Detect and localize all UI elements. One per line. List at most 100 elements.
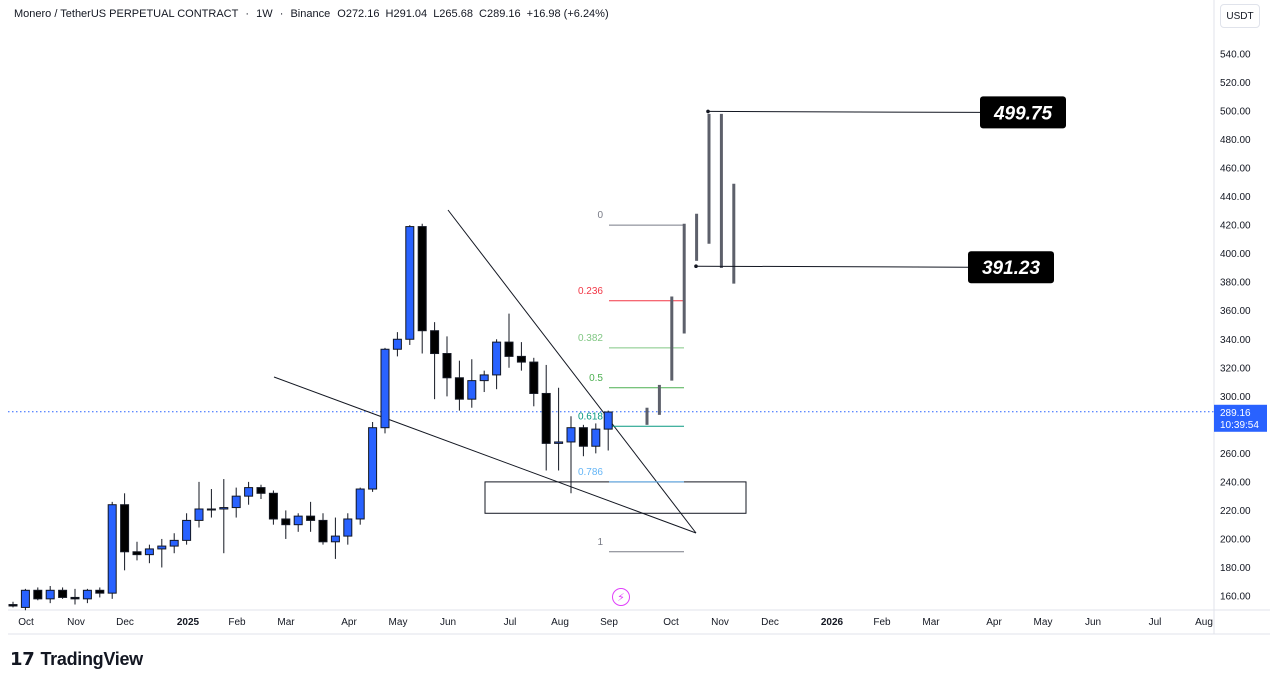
- y-tick-label: 340.00: [1220, 335, 1251, 346]
- y-axis: 160.00180.00200.00220.00240.00260.00280.…: [1220, 50, 1251, 603]
- fib-level-label: 0.618: [578, 411, 603, 422]
- candle-up: [20, 589, 30, 608]
- target-callout-box: [980, 96, 1066, 129]
- exchange-label: Binance: [290, 8, 331, 20]
- candle-up: [467, 380, 477, 400]
- x-tick-label: 2025: [177, 617, 200, 628]
- upper-trend-line: [447, 209, 697, 534]
- y-tick-label: 380.00: [1220, 278, 1251, 289]
- fib-level-label: 1: [597, 537, 603, 548]
- y-tick-label: 220.00: [1220, 506, 1251, 517]
- candle-down: [417, 226, 427, 332]
- candle-up: [244, 487, 254, 497]
- candle-up: [492, 341, 502, 376]
- fib-level-label: 0.382: [578, 333, 603, 344]
- candle-up: [343, 518, 353, 537]
- candle-down: [70, 596, 80, 600]
- x-tick-label: Jun: [440, 617, 456, 628]
- close-value: C289.16: [479, 8, 521, 20]
- x-tick-label: Oct: [18, 617, 34, 628]
- fib-level-label: 0.5: [589, 373, 603, 384]
- chart-legend: Monero / TetherUS PERPETUAL CONTRACT · 1…: [14, 8, 609, 20]
- x-tick-label: Sep: [600, 617, 618, 628]
- lightning-icon[interactable]: ⚡: [612, 588, 630, 606]
- candle-up: [405, 226, 415, 340]
- x-tick-label: May: [1034, 617, 1053, 628]
- x-tick-label: Feb: [228, 617, 246, 628]
- y-tick-label: 260.00: [1220, 449, 1251, 460]
- last-price-badge: [1214, 404, 1267, 432]
- candle-up: [392, 338, 402, 350]
- support-zone-box: [484, 481, 747, 514]
- brand-name: TradingView: [40, 649, 143, 669]
- x-tick-label: Oct: [663, 617, 679, 628]
- candle-down: [529, 361, 539, 394]
- candle-up: [603, 411, 613, 430]
- x-tick-label: Jul: [1149, 617, 1162, 628]
- x-tick-label: Dec: [116, 617, 134, 628]
- candle-down: [33, 589, 43, 600]
- candle-up: [206, 508, 216, 511]
- target-callout-box: [968, 251, 1054, 284]
- y-tick-label: 440.00: [1220, 192, 1251, 203]
- fib-level-label: 0: [597, 210, 603, 221]
- candle-down: [306, 515, 316, 521]
- interval-label[interactable]: 1W: [256, 8, 273, 20]
- lower-trend-line: [273, 376, 697, 534]
- y-tick-label: 400.00: [1220, 249, 1251, 260]
- y-tick-label: 420.00: [1220, 221, 1251, 232]
- x-axis: Oct Nov Dec 2025 Feb Mar Apr May Jun Jul Aug Sep Oct…: [18, 617, 1213, 628]
- candle-up: [82, 589, 92, 600]
- high-value: H291.04: [385, 8, 428, 20]
- currency-button[interactable]: USDT: [1220, 4, 1260, 28]
- candle-up: [219, 507, 229, 510]
- x-tick-label: Aug: [551, 617, 569, 628]
- candle-down: [541, 392, 551, 444]
- candle-up: [330, 535, 340, 543]
- candle-down: [578, 427, 588, 447]
- open-value: O272.16: [337, 8, 380, 20]
- candle-down: [430, 330, 440, 355]
- x-tick-label: May: [389, 617, 408, 628]
- low-value: L265.68: [433, 8, 473, 20]
- candle-up: [380, 348, 390, 429]
- candle-up: [157, 545, 167, 550]
- candle-up: [45, 589, 55, 600]
- tradingview-logo[interactable]: 𝟭𝟳 TradingView: [10, 649, 143, 670]
- price-targets: 499.75 391.23: [694, 96, 1066, 284]
- y-tick-label: 180.00: [1220, 563, 1251, 574]
- y-tick-label: 160.00: [1220, 592, 1251, 603]
- x-tick-label: 2026: [821, 617, 844, 628]
- candle-down: [95, 589, 105, 594]
- x-tick-label: Feb: [873, 617, 891, 628]
- fib-level-label: 0.786: [578, 467, 603, 478]
- y-tick-label: 540.00: [1220, 50, 1251, 61]
- x-tick-label: Aug: [1195, 617, 1213, 628]
- y-tick-label: 480.00: [1220, 135, 1251, 146]
- candle-up: [194, 508, 204, 521]
- y-tick-label: 360.00: [1220, 306, 1251, 317]
- candle-up: [368, 427, 378, 490]
- candle-down: [318, 519, 328, 543]
- x-tick-label: Mar: [922, 617, 940, 628]
- x-tick-label: Jul: [504, 617, 517, 628]
- candle-down: [454, 377, 464, 400]
- x-tick-label: Mar: [277, 617, 295, 628]
- countdown-timer-label: 10:39:54: [1220, 420, 1259, 431]
- candle-down: [256, 487, 266, 494]
- last-price-label: 289.16: [1220, 408, 1251, 419]
- target-callout-label: 391.23: [982, 258, 1041, 279]
- x-tick-label: Jun: [1085, 617, 1101, 628]
- x-tick-label: Nov: [67, 617, 85, 628]
- y-tick-label: 200.00: [1220, 534, 1251, 545]
- candle-down: [516, 355, 526, 363]
- y-tick-label: 240.00: [1220, 477, 1251, 488]
- target-callout-label: 499.75: [993, 103, 1053, 124]
- candle-up: [144, 548, 154, 556]
- symbol-name[interactable]: Monero / TetherUS PERPETUAL CONTRACT: [14, 8, 239, 20]
- candle-up: [231, 495, 241, 509]
- x-tick-label: Apr: [986, 617, 1002, 628]
- fibonacci-levels: 0 0.236 0.382 0.5 0.618 0.786 1: [578, 210, 684, 553]
